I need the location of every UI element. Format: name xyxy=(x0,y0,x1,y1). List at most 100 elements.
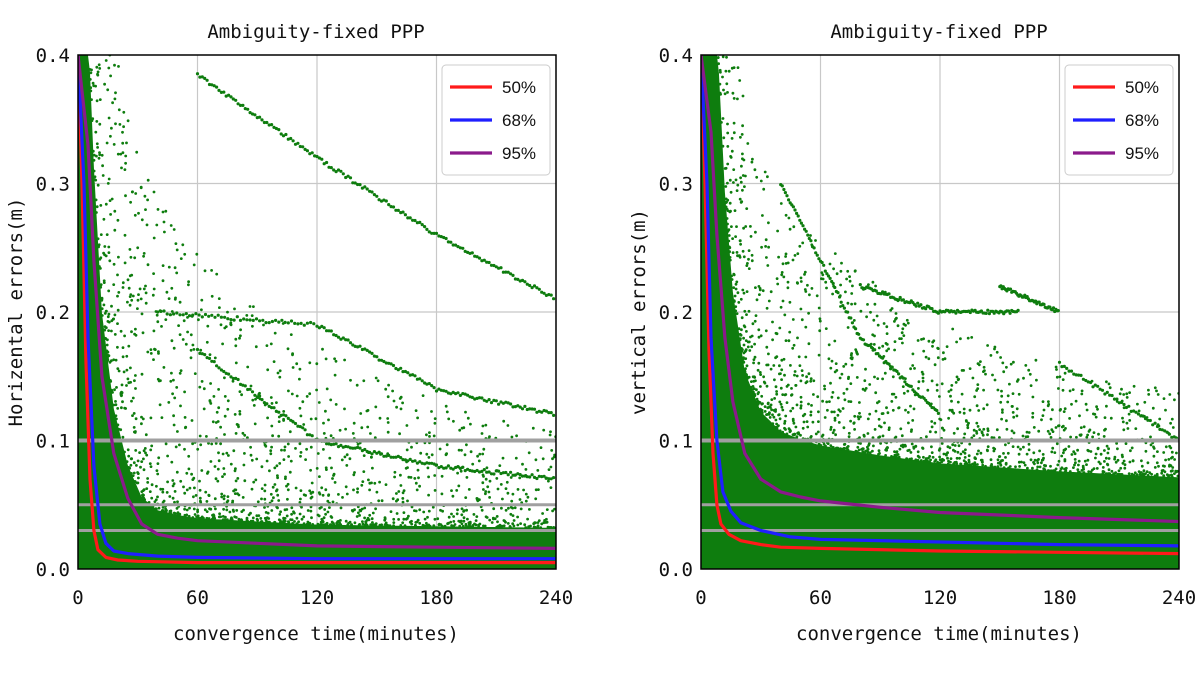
scatter-point xyxy=(452,419,455,423)
scatter-point xyxy=(346,338,350,342)
x-axis-label: convergence time(minutes) xyxy=(796,623,1082,645)
scatter-point xyxy=(881,412,885,415)
scatter-point xyxy=(254,345,258,349)
scatter-point xyxy=(219,425,223,429)
scatter-point xyxy=(990,465,994,468)
scatter-point xyxy=(858,436,861,439)
scatter-point xyxy=(847,435,851,438)
scatter-point xyxy=(964,419,968,422)
scatter-point xyxy=(1029,458,1033,462)
scatter-point xyxy=(981,433,985,437)
scatter-point xyxy=(391,363,396,368)
scatter-point xyxy=(717,62,720,66)
scatter-point xyxy=(405,448,409,452)
y-tick-label: 0.4 xyxy=(659,45,693,67)
scatter-point xyxy=(552,297,556,301)
scatter-point xyxy=(502,419,506,423)
scatter-point xyxy=(237,517,241,521)
scatter-point xyxy=(804,290,808,293)
scatter-point xyxy=(217,88,221,92)
scatter-point xyxy=(365,449,369,454)
scatter-point xyxy=(145,453,149,457)
scatter-point xyxy=(332,474,335,477)
scatter-point xyxy=(302,515,306,519)
scatter-point xyxy=(799,280,803,283)
scatter-point xyxy=(1068,470,1072,473)
scatter-point xyxy=(403,458,407,462)
scatter-point xyxy=(866,432,870,435)
scatter-point xyxy=(529,524,532,528)
scatter-point xyxy=(783,373,786,377)
scatter-point xyxy=(361,522,365,526)
scatter-point xyxy=(990,463,993,466)
scatter-point xyxy=(942,458,945,462)
scatter-point xyxy=(1031,466,1034,470)
scatter-point xyxy=(1151,406,1155,410)
scatter-point xyxy=(267,123,271,127)
scatter-point xyxy=(1129,449,1132,453)
scatter-point xyxy=(212,84,216,88)
scatter-point xyxy=(315,362,319,366)
scatter-point xyxy=(120,406,123,410)
scatter-point xyxy=(205,356,209,360)
scatter-point xyxy=(1036,461,1040,465)
scatter-point xyxy=(179,257,183,260)
scatter-point xyxy=(1144,449,1148,453)
scatter-point xyxy=(408,216,412,220)
scatter-point xyxy=(1130,446,1134,450)
scatter-point xyxy=(229,375,233,379)
scatter-point xyxy=(214,507,217,511)
scatter-point xyxy=(300,517,304,521)
scatter-point xyxy=(301,426,305,430)
scatter-point xyxy=(856,445,860,449)
scatter-point xyxy=(133,213,137,217)
scatter-point xyxy=(110,388,114,392)
scatter-point xyxy=(872,444,875,448)
scatter-point xyxy=(766,264,770,267)
scatter-point xyxy=(461,465,465,469)
scatter-point xyxy=(193,372,197,375)
scatter-point xyxy=(231,97,235,101)
scatter-point xyxy=(968,367,972,370)
scatter-point xyxy=(552,413,556,417)
scatter-point xyxy=(404,466,408,470)
scatter-point xyxy=(725,207,729,211)
chart-vertical-errors: Ambiguity-fixed PPP 0 60 120 180 2400.00.10.… xyxy=(628,21,1196,645)
scatter-point xyxy=(485,466,489,470)
scatter-point xyxy=(358,508,362,512)
scatter-point xyxy=(954,311,958,315)
scatter-point xyxy=(1070,402,1073,406)
scatter-point xyxy=(1163,470,1167,474)
scatter-point xyxy=(110,304,113,308)
scatter-point xyxy=(921,447,925,450)
scatter-point xyxy=(443,524,447,528)
scatter-point xyxy=(509,470,513,474)
scatter-point xyxy=(92,153,96,157)
scatter-point xyxy=(899,427,903,431)
scatter-point xyxy=(130,298,134,302)
scatter-point xyxy=(439,235,443,239)
scatter-point xyxy=(373,436,377,440)
scatter-point xyxy=(137,293,140,296)
scatter-point xyxy=(515,434,518,438)
scatter-point xyxy=(415,461,419,465)
scatter-point xyxy=(1042,468,1046,472)
scatter-point xyxy=(1104,456,1108,460)
scatter-point xyxy=(267,321,271,325)
scatter-point xyxy=(831,281,835,286)
scatter-point xyxy=(523,280,527,284)
scatter-point xyxy=(550,449,554,452)
scatter-point xyxy=(849,356,853,360)
scatter-point xyxy=(780,358,784,362)
scatter-point xyxy=(1076,468,1080,471)
scatter-point xyxy=(258,319,262,323)
scatter-point xyxy=(136,298,140,302)
y-tick-label: 0.0 xyxy=(36,559,70,581)
scatter-point xyxy=(278,513,282,516)
scatter-point xyxy=(511,473,515,477)
scatter-point xyxy=(444,389,448,393)
scatter-point xyxy=(341,172,345,176)
scatter-point xyxy=(489,472,494,476)
scatter-point xyxy=(1103,449,1106,452)
scatter-point xyxy=(932,339,936,343)
